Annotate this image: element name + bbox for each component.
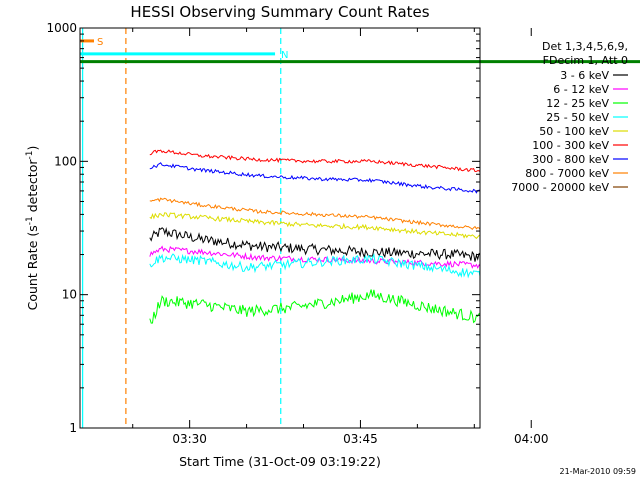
legend-entry-label: 100 - 300 keV <box>532 139 609 152</box>
legend-entry-label: 6 - 12 keV <box>553 83 609 96</box>
series-line <box>149 227 480 262</box>
legend-entry-label: 800 - 7000 keV <box>525 167 609 180</box>
legend-header-line-1: Det 1,3,4,5,6,9, <box>542 40 628 53</box>
series-line <box>149 212 480 240</box>
x-tick-label: 03:45 <box>343 432 378 446</box>
series-line <box>149 289 480 324</box>
plot-frame <box>79 27 481 429</box>
legend-entry-label: 25 - 50 keV <box>546 111 609 124</box>
series-line <box>149 245 480 269</box>
legend-entry-label: 7000 - 20000 keV <box>511 181 609 194</box>
x-axis-label: Start Time (31-Oct-09 03:19:22) <box>179 454 381 469</box>
legend: Det 1,3,4,5,6,9, FDecim 1, Att 0 3 - 6 k… <box>511 40 628 194</box>
legend-entry-label: 3 - 6 keV <box>560 69 609 82</box>
y-tick-label: 1000 <box>46 21 77 35</box>
series-line <box>149 149 480 173</box>
series-line <box>149 253 480 279</box>
y-tick-label: 10 <box>62 288 77 302</box>
legend-entry-label: 12 - 25 keV <box>546 97 609 110</box>
footer-timestamp: 21-Mar-2010 09:59 <box>560 467 637 476</box>
y-tick-label: 100 <box>54 154 77 168</box>
series-line <box>149 197 480 231</box>
mode-label: N <box>281 50 288 61</box>
legend-entry-label: 50 - 100 keV <box>539 125 609 138</box>
legend-header-line-2: FDecim 1, Att 0 <box>543 54 628 67</box>
x-tick-label: 03:30 <box>172 432 207 446</box>
x-tick-label: 04:00 <box>514 432 549 446</box>
y-tick-label: 1 <box>69 421 77 435</box>
chart-title: HESSI Observing Summary Count Rates <box>130 3 429 21</box>
y-axis-label: Count Rate (s-1 detector-1) <box>25 146 40 311</box>
legend-entry-label: 300 - 800 keV <box>532 153 609 166</box>
mode-label: S <box>97 37 103 48</box>
series-line <box>149 162 480 194</box>
